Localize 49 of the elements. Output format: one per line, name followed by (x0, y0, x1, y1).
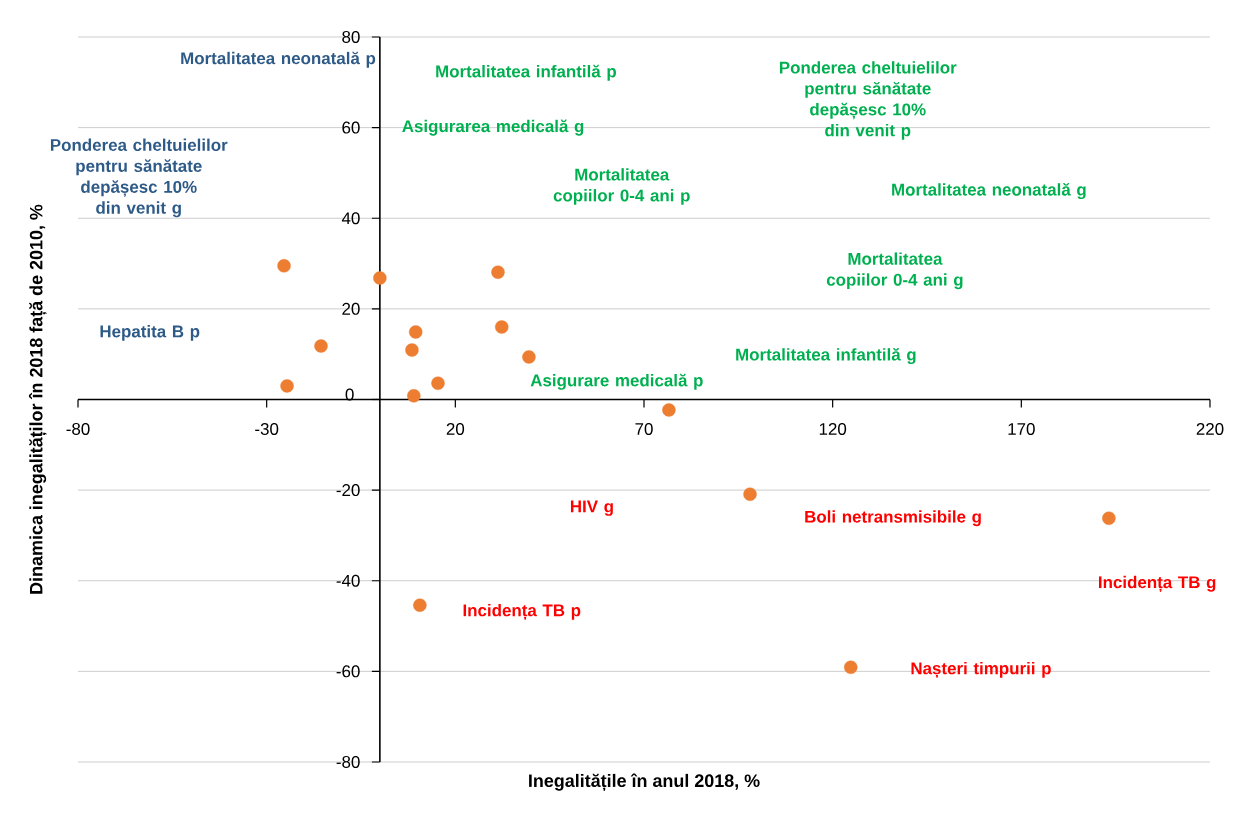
y-tick-label: -40 (336, 574, 360, 587)
point (280, 379, 294, 393)
x-tick-label: 170 (1008, 423, 1035, 435)
annotation: Ponderea cheltuielilor pentru sănătate depășesc 10% din venit g (50, 138, 228, 218)
point (522, 350, 536, 364)
point (277, 259, 291, 273)
point (373, 271, 387, 285)
point (314, 339, 328, 353)
y-axis-title: Dinamica inegalităților în 2018 față de 2010, % (28, 204, 47, 594)
point (495, 320, 509, 334)
annotation: Ponderea cheltuielilor pentru sănătate depășesc 10% din venit p (779, 61, 957, 140)
y-tick-label: -20 (336, 484, 360, 497)
x-tick-label: -30 (255, 423, 279, 435)
x-tick-label: 20 (446, 423, 465, 435)
point (407, 389, 421, 403)
point (409, 325, 423, 339)
annotation: HIV g (570, 500, 613, 516)
y-tick-label: -60 (336, 665, 360, 678)
point (491, 265, 505, 279)
point (1102, 511, 1116, 525)
point (431, 376, 445, 390)
annotation: Mortalitatea copiilor 0-4 ani p (553, 168, 690, 205)
x-tick-label: -80 (66, 423, 90, 435)
point (662, 403, 676, 417)
annotation: Mortalitatea infantilă p (436, 64, 616, 81)
annotation: Nașteri timpurii p (911, 661, 1051, 679)
annotation: Mortalitatea neonatală g (892, 183, 1086, 200)
annotation: Incidența TB g (1099, 575, 1216, 593)
annotation: Hepatita B p (100, 324, 200, 341)
x-tick-label: 70 (635, 423, 653, 435)
y-tick-label: 60 (342, 121, 360, 134)
x-tick-label: 220 (1196, 423, 1224, 435)
annotation: Mortalitatea copiilor 0-4 ani g (826, 252, 963, 290)
x-axis-title: Inegalitățile în anul 2018, % (529, 773, 760, 792)
point (405, 343, 419, 357)
point (844, 660, 858, 674)
annotation: Mortalitatea infantilă g (736, 347, 916, 365)
y-tick-label: 80 (342, 30, 360, 43)
annotation: Boli netransmisibile g (805, 510, 981, 527)
point (743, 487, 757, 501)
y-tick-label: 20 (342, 302, 360, 315)
annotation: Asigurare medicală p (530, 373, 703, 390)
y-tick-label: -80 (336, 755, 360, 768)
annotation: Asigurarea medicală g (402, 119, 584, 136)
annotation: Incidența TB p (463, 603, 581, 621)
point (413, 598, 427, 612)
annotation: Mortalitatea neonatală p (181, 51, 376, 68)
y-tick-label: 40 (341, 212, 360, 225)
x-tick-label: 120 (819, 423, 847, 435)
